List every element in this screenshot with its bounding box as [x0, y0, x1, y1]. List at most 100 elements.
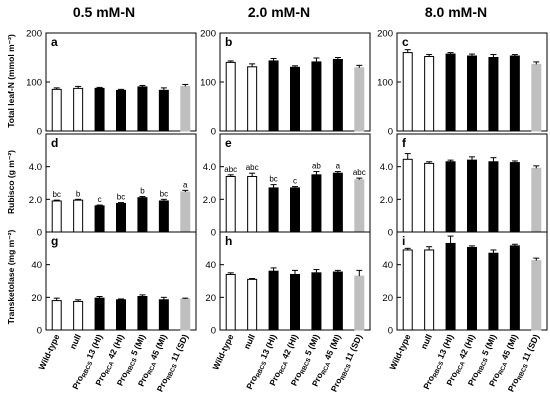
bar — [354, 67, 365, 132]
bar — [531, 63, 542, 132]
bar — [137, 86, 148, 132]
panel-a: a 0 100 200 — [26, 29, 197, 138]
y-tick-label: 0 — [37, 326, 42, 337]
bar — [531, 260, 542, 331]
bar — [402, 249, 413, 331]
y-tick-label: 0 — [211, 326, 216, 337]
bar — [332, 172, 343, 233]
bar — [73, 199, 84, 233]
bar — [488, 57, 499, 132]
column-header-2: 8.0 mM-N — [425, 4, 487, 20]
y-tick-label: 2.0 — [29, 195, 42, 206]
panel-letter: c — [402, 35, 409, 49]
panel-letter: b — [225, 35, 232, 49]
bar — [488, 161, 499, 233]
panel-letter: d — [51, 136, 58, 150]
y-tick-label: 100 — [200, 78, 216, 89]
y-tick-label: 2.0 — [380, 195, 393, 206]
bar — [424, 56, 435, 132]
bar — [247, 175, 258, 233]
significance-letter: ab — [312, 162, 321, 171]
panel-f: f 0 2.0 4.0 — [380, 133, 548, 239]
bar — [73, 300, 84, 331]
bar — [137, 296, 148, 331]
bar — [311, 272, 322, 331]
bar — [424, 162, 435, 233]
row-label-2: Transketolase (mg m⁻²) — [6, 229, 16, 324]
significance-letter: a — [183, 180, 188, 189]
bar — [290, 66, 300, 132]
bar — [51, 88, 62, 132]
panel-letter: h — [225, 234, 232, 248]
y-tick-label: 200 — [200, 29, 216, 40]
significance-letter: abc — [224, 165, 237, 174]
significance-letter: b — [76, 189, 81, 198]
bar — [51, 300, 62, 331]
y-tick-label: 100 — [377, 78, 393, 89]
x-tick-label: null — [242, 333, 257, 351]
y-tick-label: 4.0 — [29, 162, 42, 173]
bar — [116, 202, 126, 233]
y-tick-label: 100 — [26, 78, 42, 89]
y-tick-label: 0 — [211, 127, 216, 138]
bar — [402, 52, 413, 132]
bar — [311, 174, 322, 233]
bar — [332, 58, 343, 132]
y-tick-label: 0 — [37, 228, 42, 239]
bar — [509, 245, 520, 331]
bar — [268, 270, 279, 331]
significance-letter: abc — [353, 168, 366, 177]
bar — [225, 273, 236, 331]
x-tick-label: null — [68, 333, 83, 351]
bar — [180, 85, 191, 132]
panel-letter: e — [225, 136, 232, 150]
bar — [354, 179, 365, 233]
y-tick-label: 0 — [37, 127, 42, 138]
bar — [424, 249, 435, 331]
panel-letter: f — [402, 136, 407, 150]
bar — [94, 205, 105, 233]
bar — [467, 159, 477, 233]
bar — [247, 278, 258, 331]
y-tick-label: 20 — [31, 293, 42, 304]
column-header-0: 0.5 mM-N — [73, 4, 135, 20]
y-tick-label: 0 — [211, 228, 216, 239]
panel-b: b 0 100 200 — [200, 29, 371, 138]
significance-letter: c — [293, 177, 297, 186]
bar — [116, 299, 126, 331]
significance-letter: bc — [117, 193, 125, 202]
bar — [509, 162, 520, 233]
bar — [73, 87, 84, 132]
y-tick-label: 200 — [377, 29, 393, 40]
y-tick-label: 40 — [31, 260, 42, 271]
y-tick-label: 0 — [388, 228, 393, 239]
bar — [467, 247, 477, 331]
panel-d: d02.04.0bc bc bcb bca — [29, 133, 197, 239]
significance-letter: bc — [160, 189, 168, 198]
y-tick-label: 20 — [382, 293, 393, 304]
bar — [180, 191, 191, 233]
x-tick-label: null — [419, 333, 434, 351]
column-header-1: 2.0 mM-N — [248, 4, 310, 20]
bar — [225, 175, 236, 233]
bar — [290, 273, 300, 331]
bar — [467, 55, 477, 132]
y-tick-label: 40 — [205, 260, 216, 271]
bar — [225, 61, 236, 132]
y-tick-label: 40 — [382, 260, 393, 271]
y-tick-label: 2.0 — [203, 195, 216, 206]
bar — [268, 187, 279, 233]
bar — [445, 53, 456, 132]
panel-c: c 0 100 200 — [377, 29, 548, 138]
bar — [158, 200, 169, 233]
x-tick-label: Wild-type — [36, 332, 61, 371]
y-tick-label: 0 — [388, 326, 393, 337]
bar — [247, 66, 258, 132]
significance-letter: bc — [52, 190, 60, 199]
bar — [116, 89, 126, 132]
